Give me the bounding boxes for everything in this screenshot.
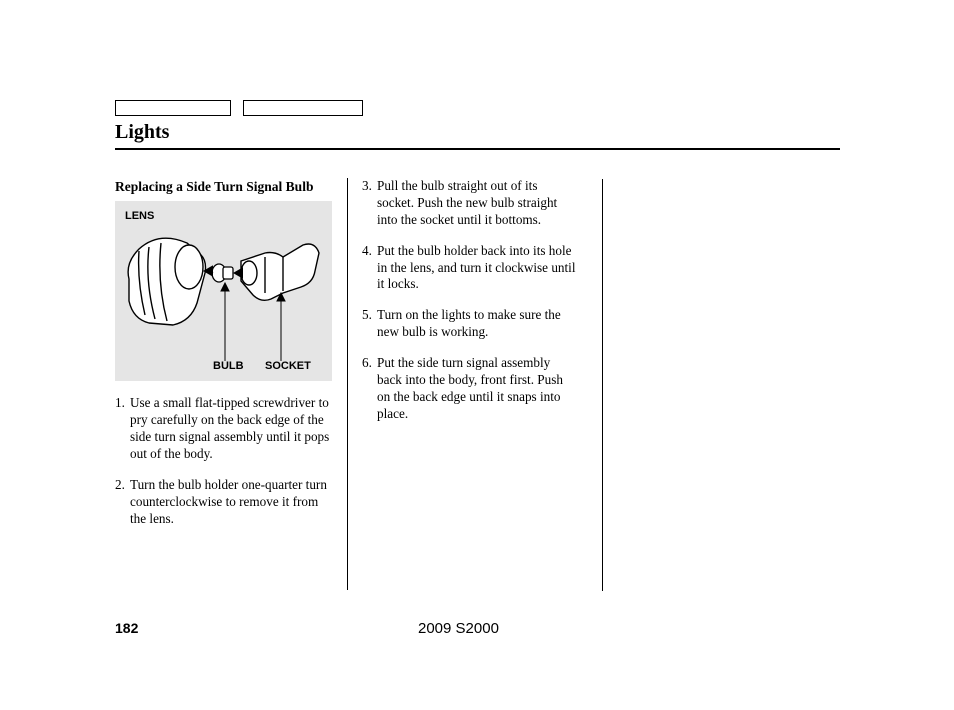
step-item: Put the bulb holder back into its hole i… — [362, 243, 576, 294]
section-subhead: Replacing a Side Turn Signal Bulb — [115, 178, 333, 195]
steps-list-col1: Use a small flat-tipped screwdriver to p… — [115, 395, 333, 527]
step-text: Pull the bulb straight out of its socket… — [377, 178, 557, 227]
step-item: Turn the bulb holder one-quarter turn co… — [115, 477, 333, 528]
step-item: Pull the bulb straight out of its socket… — [362, 178, 576, 229]
figure-label-bulb: BULB — [213, 359, 244, 373]
step-text: Turn on the lights to make sure the new … — [377, 307, 561, 339]
title-underline — [115, 148, 840, 150]
figure-illustration — [115, 201, 332, 381]
column-divider-2 — [602, 179, 603, 591]
column-2: Pull the bulb straight out of its socket… — [354, 178, 586, 590]
step-text: Use a small flat-tipped screwdriver to p… — [130, 395, 329, 461]
step-item: Use a small flat-tipped screwdriver to p… — [115, 395, 333, 463]
figure-label-socket: SOCKET — [265, 359, 311, 373]
figure-turn-signal: LENS — [115, 201, 332, 381]
column-divider-1 — [347, 178, 348, 590]
column-1: Replacing a Side Turn Signal Bulb LENS — [115, 178, 347, 590]
columns: Replacing a Side Turn Signal Bulb LENS — [115, 178, 840, 590]
step-text: Put the side turn signal assembly back i… — [377, 355, 563, 421]
step-text: Turn the bulb holder one-quarter turn co… — [130, 477, 327, 526]
step-item: Put the side turn signal assembly back i… — [362, 355, 576, 423]
page-number: 182 — [115, 620, 138, 636]
step-text: Put the bulb holder back into its hole i… — [377, 243, 576, 292]
step-item: Turn on the lights to make sure the new … — [362, 307, 576, 341]
page-content: Lights Replacing a Side Turn Signal Bulb… — [115, 100, 840, 590]
footer-model-year: 2009 S2000 — [418, 620, 499, 637]
header-box-1 — [115, 100, 231, 116]
page-title: Lights — [115, 119, 840, 148]
steps-list-col2: Pull the bulb straight out of its socket… — [362, 178, 576, 423]
header-tab-rules — [115, 100, 840, 116]
header-box-2 — [243, 100, 363, 116]
